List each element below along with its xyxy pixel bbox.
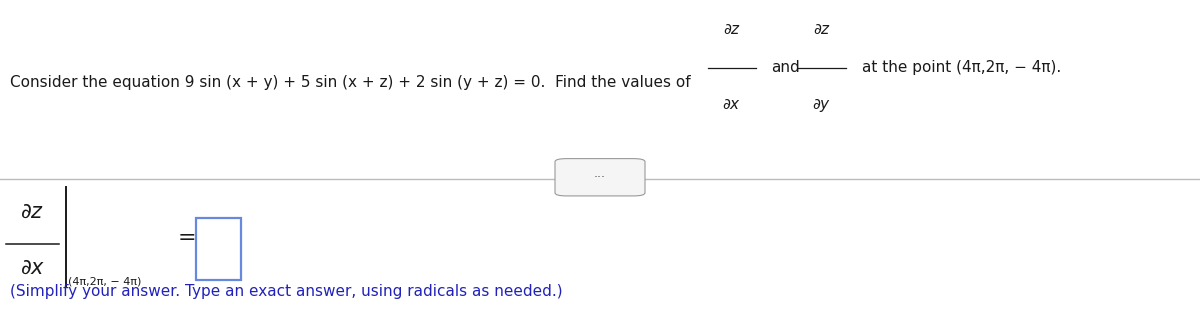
Text: Consider the equation 9 sin (x + y) + 5 sin (x + z) + 2 sin (y + z) = 0.  Find t: Consider the equation 9 sin (x + y) + 5 … xyxy=(10,75,690,90)
Text: $\partial y$: $\partial y$ xyxy=(812,97,832,114)
Text: =: = xyxy=(178,228,197,248)
Text: at the point (4π,2π, − 4π).: at the point (4π,2π, − 4π). xyxy=(862,59,1061,75)
Text: $\partial z$: $\partial z$ xyxy=(812,22,832,37)
Bar xyxy=(196,218,241,280)
Text: $\partial x$: $\partial x$ xyxy=(19,258,46,278)
Text: ···: ··· xyxy=(594,171,606,184)
Text: $\partial z$: $\partial z$ xyxy=(20,202,44,222)
Text: $\partial x$: $\partial x$ xyxy=(722,97,742,112)
Text: $\partial z$: $\partial z$ xyxy=(722,22,742,37)
Text: and: and xyxy=(772,59,800,75)
Text: (4π,2π, − 4π): (4π,2π, − 4π) xyxy=(68,277,142,287)
FancyBboxPatch shape xyxy=(554,159,646,196)
Text: (Simplify your answer. Type an exact answer, using radicals as needed.): (Simplify your answer. Type an exact ans… xyxy=(10,284,563,299)
